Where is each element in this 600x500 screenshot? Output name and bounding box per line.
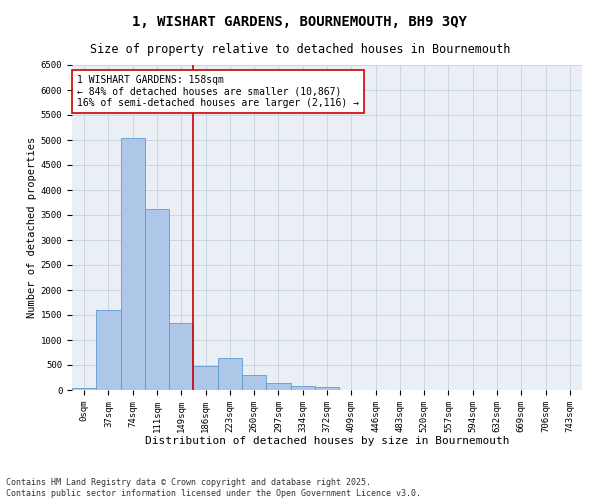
Y-axis label: Number of detached properties: Number of detached properties: [26, 137, 37, 318]
Bar: [266, 382, 290, 390]
Bar: [218, 358, 242, 390]
Text: 1 WISHART GARDENS: 158sqm
← 84% of detached houses are smaller (10,867)
16% of s: 1 WISHART GARDENS: 158sqm ← 84% of detac…: [77, 74, 359, 108]
Bar: [72, 388, 96, 390]
Text: Size of property relative to detached houses in Bournemouth: Size of property relative to detached ho…: [90, 42, 510, 56]
Bar: [315, 387, 339, 390]
Bar: [145, 209, 169, 390]
Bar: [121, 138, 145, 390]
Bar: [242, 375, 266, 390]
Text: 1, WISHART GARDENS, BOURNEMOUTH, BH9 3QY: 1, WISHART GARDENS, BOURNEMOUTH, BH9 3QY: [133, 15, 467, 29]
X-axis label: Distribution of detached houses by size in Bournemouth: Distribution of detached houses by size …: [145, 436, 509, 446]
Bar: [193, 366, 218, 390]
Bar: [169, 322, 193, 390]
Text: Contains HM Land Registry data © Crown copyright and database right 2025.
Contai: Contains HM Land Registry data © Crown c…: [6, 478, 421, 498]
Bar: [290, 386, 315, 390]
Bar: [96, 310, 121, 390]
